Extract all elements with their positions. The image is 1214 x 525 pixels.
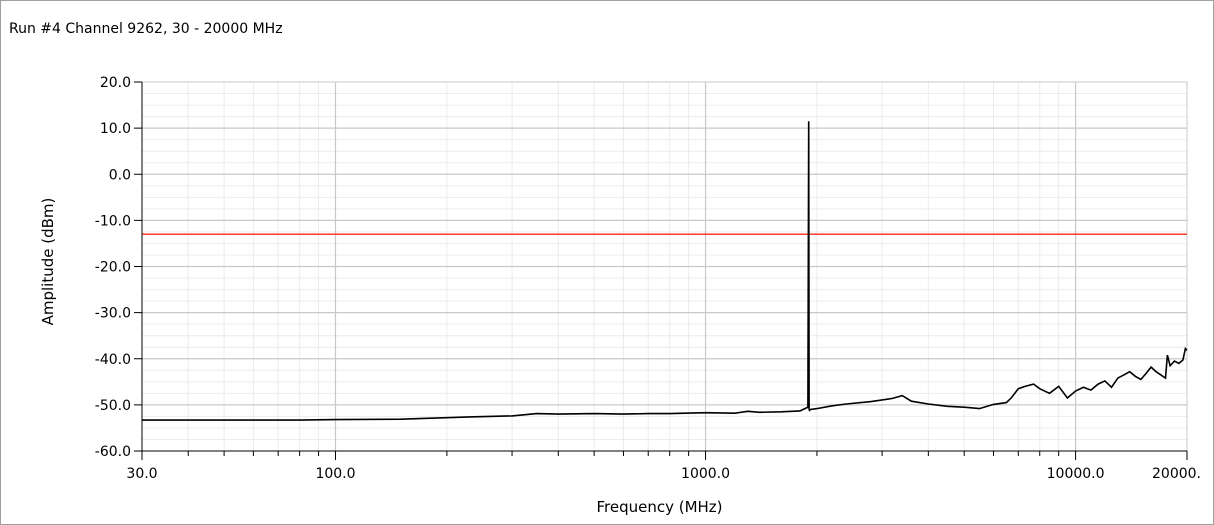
y-tick-label: -40.0	[95, 352, 131, 368]
x-axis-label: Frequency (MHz)	[596, 498, 722, 516]
y-axis-ticks: 20.0 10.0 0.0 -10.0 -20.0 -30.0 -40.0 -50.0 -60.…	[95, 75, 142, 460]
y-axis-label: Amplitude (dBm)	[39, 198, 57, 326]
y-tick-label: -30.0	[95, 306, 131, 322]
major-gridlines	[142, 82, 1187, 451]
x-tick-label: 30.0	[126, 466, 157, 482]
amplitude-trace	[142, 121, 1188, 421]
x-axis-ticks: 30.0 100.0 1000.0 10000.0 20000.	[126, 451, 1201, 482]
y-tick-label: -10.0	[95, 213, 131, 229]
axis-lines	[141, 82, 1187, 452]
chart-title: Run #4 Channel 9262, 30 - 20000 MHz	[9, 21, 283, 37]
x-tick-label: 10000.0	[1047, 466, 1105, 482]
x-tick-label: 1000.0	[681, 466, 730, 482]
y-tick-label: -50.0	[95, 398, 131, 414]
x-tick-label: 20000.	[1152, 466, 1201, 482]
y-tick-label: -20.0	[95, 260, 131, 276]
y-tick-label: 20.0	[100, 75, 131, 91]
y-tick-label: -60.0	[95, 444, 131, 460]
y-tick-label: 0.0	[109, 167, 131, 183]
x-tick-label: 100.0	[315, 466, 355, 482]
y-tick-label: 10.0	[100, 121, 131, 137]
